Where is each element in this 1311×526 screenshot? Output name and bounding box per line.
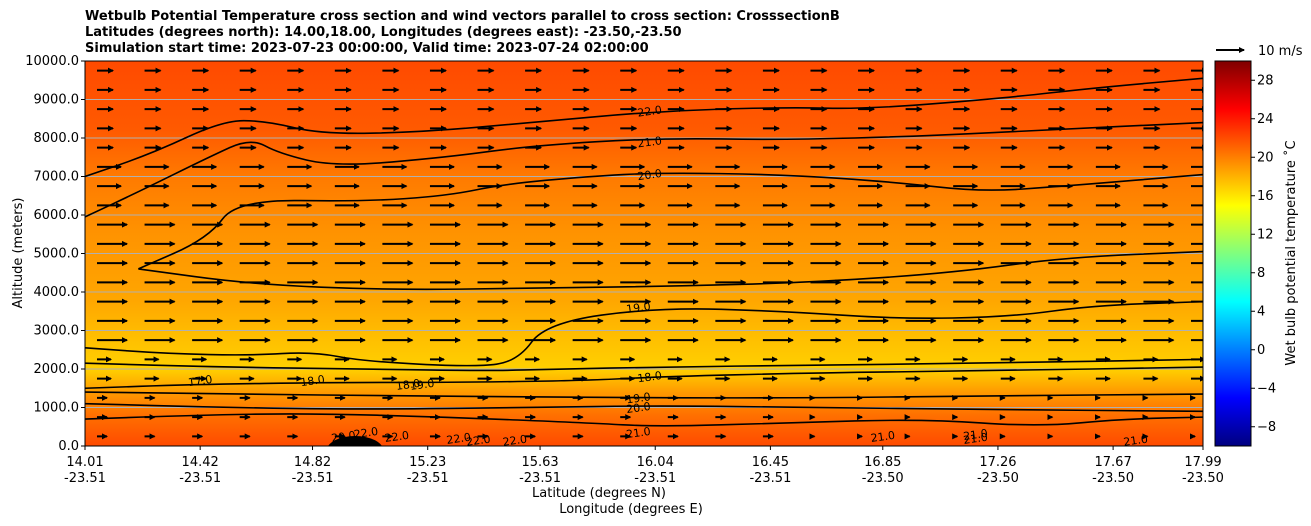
x-tick-label-lat: 16.85 <box>864 455 901 470</box>
y-tick-label: 5000.0 <box>34 247 80 262</box>
colorbar-tick-label: 16 <box>1257 189 1274 204</box>
x-tick-label-lat: 15.63 <box>521 455 558 470</box>
contour-label: 22.0 <box>637 103 663 119</box>
wind-vectors <box>97 67 1203 440</box>
contour-label: 20.0 <box>625 400 651 416</box>
colorbar <box>1214 60 1252 447</box>
x-tick-label-lon: -23.50 <box>1182 471 1224 486</box>
x-axis: 14.01-23.5114.42-23.5114.82-23.5115.23-2… <box>64 446 1224 486</box>
y-tick-label: 9000.0 <box>34 93 80 108</box>
colorbar-tick-label: 28 <box>1257 73 1274 88</box>
contour-label: 21.0 <box>870 429 896 445</box>
contour-label: 17.0 <box>187 373 213 389</box>
x-tick-label-lon: -23.51 <box>407 471 449 486</box>
x-tick-label-lat: 16.45 <box>752 455 789 470</box>
x-tick-label-lon: -23.51 <box>179 471 221 486</box>
y-tick-label: 2000.0 <box>34 362 80 377</box>
contour-label: 18.0 <box>637 369 663 385</box>
x-tick-label-lat: 14.01 <box>66 455 103 470</box>
colorbar-tick-label: 0 <box>1257 343 1265 358</box>
x-tick-label-lat: 16.04 <box>637 455 674 470</box>
contour-line-19 <box>85 300 1203 367</box>
contour-label: 20.0 <box>637 167 663 183</box>
colorbar-tick-label: 12 <box>1257 227 1274 242</box>
x-tick-label-lat: 15.23 <box>409 455 446 470</box>
x-tick-label-lon: -23.50 <box>1092 471 1134 486</box>
y-axis: 0.0 1000.0 2000.0 3000.0 4000.0 5000.0 6000.0 7… <box>25 54 85 454</box>
contour-label: 22.0 <box>502 433 528 449</box>
chart-title-line-3: Simulation start time: 2023-07-23 00:00:… <box>85 41 649 56</box>
contour-label: 20.0 <box>330 429 356 445</box>
colorbar-ticks: −8 −4 0 4 8 12 16 20 24 28 <box>1251 73 1276 435</box>
y-tick-label: 0.0 <box>58 439 79 454</box>
y-tick-label: 10000.0 <box>25 54 79 69</box>
quiver-key-label: 10 m/s <box>1258 44 1303 59</box>
x-tick-label-lat: 17.67 <box>1095 455 1132 470</box>
contour-line-20 <box>85 402 1203 413</box>
colorbar-tick-label: 24 <box>1257 112 1274 127</box>
grid-lines <box>85 61 1203 446</box>
chart-title-line-2: Latitudes (degrees north): 14.00,18.00, … <box>85 25 682 40</box>
contour-labels: 22.021.020.019.018.019.020.021.0 21.0 21.0… <box>187 103 1149 449</box>
contour-label: 18.0 <box>395 377 421 393</box>
x-tick-label-lon: -23.51 <box>749 471 791 486</box>
contour-label: 22.0 <box>353 425 379 441</box>
contour-label: 21.0 <box>637 134 663 150</box>
contour-label: 22.0 <box>384 429 410 445</box>
contour-label: 21.0 <box>625 425 651 441</box>
colorbar-tick-label: −4 <box>1257 381 1276 396</box>
contour-label: 21.0 <box>1123 433 1149 449</box>
y-tick-label: 3000.0 <box>34 324 80 339</box>
contour-label: 22.0 <box>446 431 472 447</box>
chart-title-line-1: Wetbulb Potential Temperature cross sect… <box>85 9 840 24</box>
y-tick-label: 8000.0 <box>34 131 80 146</box>
y-tick-label: 7000.0 <box>34 170 80 185</box>
contour-label: 21.0 <box>963 431 989 447</box>
y-axis-label: Altitude (meters) <box>11 198 26 309</box>
contour-label: 21.0 <box>963 427 989 443</box>
x-tick-label-lat: 14.82 <box>294 455 331 470</box>
y-tick-label: 6000.0 <box>34 208 80 223</box>
colorbar-tick-label: 4 <box>1257 304 1265 319</box>
contour-label: 18.0 <box>300 373 326 389</box>
contour-label: 19.0 <box>409 377 435 393</box>
x-tick-label-lon: -23.50 <box>862 471 904 486</box>
x-tick-label-lon: -23.51 <box>64 471 106 486</box>
contour-line-21 <box>85 121 1203 218</box>
colorbar-tick-label: 8 <box>1257 266 1265 281</box>
contour-line-20 <box>138 172 1203 270</box>
x-tick-label-lat: 17.26 <box>979 455 1016 470</box>
x-tick-label-lon: -23.51 <box>292 471 334 486</box>
x-tick-label-lat: 17.99 <box>1184 455 1221 470</box>
colorbar-label: Wet bulb potential temperature ˚C <box>1283 140 1299 365</box>
x-axis-label-2: Longitude (degrees E) <box>559 502 703 517</box>
contour-line-18 <box>85 366 1203 390</box>
contour-label: 19.0 <box>625 300 651 316</box>
contour-label: 19.0 <box>625 390 651 406</box>
colorbar-tick-label: 20 <box>1257 150 1274 165</box>
contour-line-19 <box>85 358 1203 372</box>
colorbar-tick-label: −8 <box>1257 420 1276 435</box>
quiver-key: 10 m/s <box>1216 44 1303 59</box>
x-tick-label-lon: -23.50 <box>977 471 1019 486</box>
x-axis-label: Latitude (degrees N) <box>532 486 666 501</box>
contour-line-19 <box>85 391 1203 399</box>
y-tick-label: 4000.0 <box>34 285 80 300</box>
x-tick-label-lon: -23.51 <box>634 471 676 486</box>
x-tick-label-lon: -23.51 <box>519 471 561 486</box>
x-tick-label-lat: 14.42 <box>182 455 219 470</box>
contour-label: 22.0 <box>465 433 491 449</box>
y-tick-label: 1000.0 <box>34 401 80 416</box>
